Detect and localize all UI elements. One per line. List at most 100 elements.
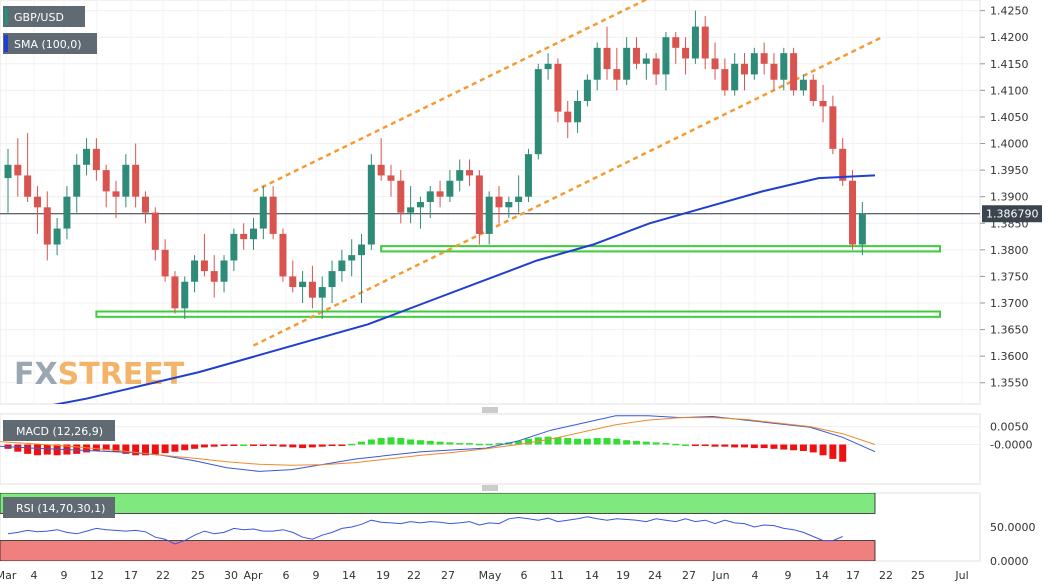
macd-histogram-bar xyxy=(475,443,483,446)
time-tick-label: 27 xyxy=(441,569,455,582)
candle-body xyxy=(102,170,110,192)
macd-histogram-bar xyxy=(623,440,631,445)
time-tick-label: 9 xyxy=(785,569,792,582)
candle-body xyxy=(593,47,601,80)
macd-tick-label: 0.0050 xyxy=(990,421,1029,434)
macd-histogram-bar xyxy=(33,444,41,456)
candle xyxy=(250,217,257,250)
last-price-value: 1.386790 xyxy=(986,208,1039,221)
candle xyxy=(623,37,631,86)
candle xyxy=(200,233,208,277)
candle xyxy=(4,148,12,213)
price-tick-label: 1.4000 xyxy=(990,138,1029,151)
candle xyxy=(790,47,798,96)
candle xyxy=(839,138,847,187)
macd-tag[interactable]: MACD (12,26,9) xyxy=(3,420,115,441)
candle xyxy=(338,249,346,282)
fxstreet-watermark: FXSTREET xyxy=(14,357,185,392)
macd-histogram-bar xyxy=(515,440,523,445)
candle xyxy=(741,53,748,91)
time-tick-label: 22 xyxy=(407,569,421,582)
time-tick-label: 6 xyxy=(521,569,528,582)
candle-body xyxy=(613,69,621,80)
candle xyxy=(63,186,71,240)
macd-histogram-bar xyxy=(43,444,51,455)
candle xyxy=(358,233,366,303)
candle-body xyxy=(53,228,61,245)
candle xyxy=(564,101,572,139)
candle xyxy=(220,255,228,293)
candle-body xyxy=(574,101,582,123)
time-tick-label: Apr xyxy=(243,569,263,582)
candle xyxy=(475,170,483,245)
sma-tag[interactable]: SMA (100,0) xyxy=(3,33,97,54)
candle-body xyxy=(397,180,405,213)
candle-body xyxy=(515,196,523,202)
candle-body xyxy=(583,79,591,101)
price-tick-label: 1.3650 xyxy=(990,324,1029,337)
macd-histogram-bar xyxy=(642,441,650,445)
candle xyxy=(92,138,100,181)
candle-body xyxy=(466,170,474,176)
candle xyxy=(299,271,307,303)
candle-body xyxy=(122,164,130,197)
macd-histogram-bar xyxy=(240,444,248,447)
time-tick-label: 22 xyxy=(156,569,170,582)
candle-body xyxy=(544,63,552,70)
candle xyxy=(770,53,778,91)
candle xyxy=(583,74,591,107)
candle-body xyxy=(770,63,778,80)
candle xyxy=(171,271,179,314)
candle-body xyxy=(240,233,248,240)
candle-body xyxy=(691,26,699,59)
candle xyxy=(721,58,729,96)
rsi-tick-label: 0.0000 xyxy=(990,555,1029,568)
candle xyxy=(819,85,827,123)
rsi-tag[interactable]: RSI (14,70,30,1) xyxy=(3,497,115,518)
time-tick-label: Jun xyxy=(711,569,729,582)
macd-histogram-bar xyxy=(632,440,640,445)
candle xyxy=(83,138,91,176)
candle-body xyxy=(495,196,503,208)
macd-histogram-bar xyxy=(171,444,179,452)
candle xyxy=(534,63,542,160)
price-tick-label: 1.4100 xyxy=(990,84,1029,97)
candle xyxy=(112,180,120,218)
candle xyxy=(269,186,277,240)
candle xyxy=(799,74,807,96)
candle-body xyxy=(662,37,670,75)
macd-axis: 0.0050 -0.0000 xyxy=(990,421,1032,452)
macd-resize-handle[interactable] xyxy=(482,407,498,413)
candle xyxy=(289,260,297,293)
candle xyxy=(279,228,287,282)
candle xyxy=(122,154,130,208)
candle-body xyxy=(132,164,140,197)
macd-tick-label: -0.0000 xyxy=(990,439,1032,452)
macd-histogram-bar xyxy=(397,438,405,445)
candle xyxy=(407,186,415,224)
candle xyxy=(593,42,601,91)
macd-histogram-bar xyxy=(780,444,788,450)
candle xyxy=(426,186,434,218)
time-tick-label: 11 xyxy=(550,569,564,582)
candle-body xyxy=(161,249,169,277)
candle-body xyxy=(642,58,650,64)
macd-histogram-bar xyxy=(328,444,336,447)
macd-histogram-bar xyxy=(53,444,61,456)
support-zone xyxy=(380,245,942,253)
candle xyxy=(524,148,532,202)
macd-histogram-bar xyxy=(358,441,366,445)
macd-histogram-bar xyxy=(574,438,582,445)
candle-body xyxy=(220,260,228,282)
candle xyxy=(367,154,375,250)
rsi-resize-handle[interactable] xyxy=(482,485,498,491)
symbol-tag[interactable]: GBP/USD xyxy=(3,6,85,27)
candle xyxy=(672,31,680,64)
macd-histogram-bar xyxy=(161,444,169,454)
time-tick-label: Mar xyxy=(0,569,17,582)
candle-body xyxy=(446,180,454,197)
candle xyxy=(485,191,493,245)
macd-histogram-bar xyxy=(24,444,32,454)
time-tick-label: 9 xyxy=(313,569,320,582)
candle xyxy=(652,53,660,86)
